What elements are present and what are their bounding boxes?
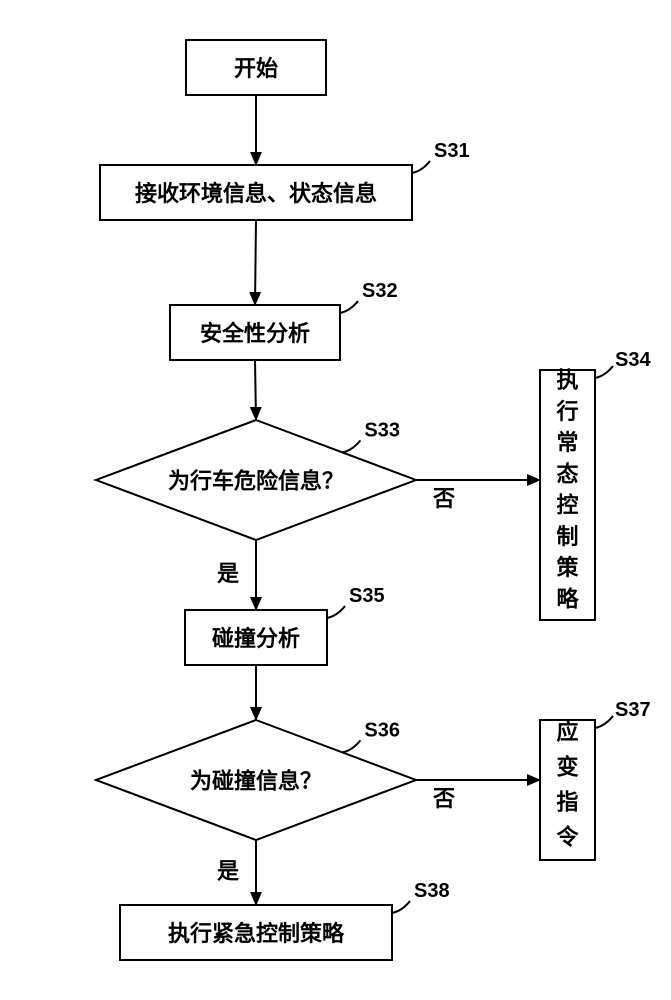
- s38-leader: [392, 901, 410, 913]
- s34-char-6: 策: [556, 555, 579, 580]
- s31-label: S31: [434, 140, 470, 162]
- node-s32: 安全性分析: [170, 305, 340, 360]
- edge-label-s33-s34: 否: [432, 486, 455, 511]
- s37-char-2: 指: [556, 790, 578, 815]
- edge-label-s33-s35: 是: [217, 561, 239, 586]
- node-s31: 接收环境信息、状态信息: [100, 165, 412, 220]
- edge-s31-s32: [255, 220, 256, 305]
- s34-char-0: 执: [556, 368, 578, 393]
- edge-label-s36-s38: 是: [217, 859, 239, 884]
- s34-char-7: 略: [556, 586, 579, 611]
- s38-text: 执行紧急控制策略: [168, 921, 345, 946]
- s37-label: S37: [615, 699, 651, 721]
- s36-label: S36: [364, 719, 400, 741]
- s37-char-3: 令: [556, 825, 579, 850]
- s37-leader: [595, 716, 613, 728]
- s31-leader: [412, 161, 430, 173]
- s38-label: S38: [414, 880, 450, 902]
- s35-leader: [327, 606, 345, 618]
- s37-char-1: 变: [556, 755, 578, 780]
- s35-label: S35: [349, 585, 385, 607]
- s35-text: 碰撞分析: [212, 626, 300, 651]
- s34-char-3: 态: [556, 461, 578, 486]
- node-s37: 应变指令: [540, 720, 595, 861]
- node-s35: 碰撞分析: [185, 610, 327, 665]
- s31-text: 接收环境信息、状态信息: [135, 181, 377, 206]
- node-start: 开始: [186, 40, 326, 95]
- s36-leader: [342, 740, 360, 752]
- node-s38: 执行紧急控制策略: [120, 905, 392, 960]
- s32-leader: [340, 301, 358, 313]
- s34-char-1: 行: [555, 399, 578, 424]
- start-text: 开始: [234, 56, 278, 81]
- s34-char-2: 常: [556, 430, 578, 455]
- flowchart-canvas: 开始接收环境信息、状态信息安全性分析为行车危险信息？ 碰撞分析为碰撞信息？ 执行紧急…: [0, 0, 671, 1000]
- s33-text: 为行车危险信息？: [168, 469, 344, 494]
- nodes-layer: 开始接收环境信息、状态信息安全性分析为行车危险信息？ 碰撞分析为碰撞信息？ 执行紧急…: [96, 40, 595, 960]
- s37-char-0: 应: [556, 720, 578, 745]
- node-s34: 执行常态控制策略: [540, 368, 595, 620]
- s34-char-4: 控: [556, 493, 578, 518]
- s34-label: S34: [615, 349, 651, 371]
- s34-char-5: 制: [556, 524, 578, 549]
- s33-label: S33: [364, 419, 400, 441]
- s34-leader: [595, 366, 613, 378]
- edge-label-s36-s37: 否: [432, 786, 455, 811]
- s33-leader: [342, 440, 360, 452]
- s32-label: S32: [362, 280, 398, 302]
- s36-text: 为碰撞信息？: [190, 769, 322, 794]
- s32-text: 安全性分析: [200, 321, 310, 346]
- edge-s32-s33: [255, 360, 256, 420]
